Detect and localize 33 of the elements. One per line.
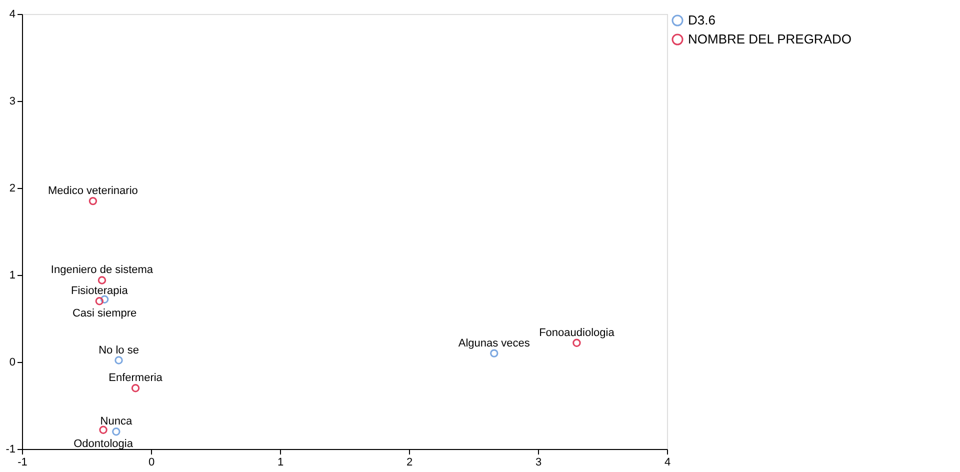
x-tick-label: 1 [277, 456, 284, 468]
annotation: Fonoaudiologia [539, 326, 616, 339]
point [131, 384, 140, 392]
x-tick-label: 3 [535, 456, 542, 468]
x-tick-label: 2 [406, 456, 413, 468]
annotation: Nunca [100, 416, 133, 428]
y-tick-label: 3 [9, 96, 16, 108]
y-tick-label: -1 [6, 444, 16, 456]
annotation: Enfermeria [108, 372, 164, 384]
annotation: Medico veterinario [48, 185, 138, 198]
point [490, 349, 498, 358]
point [114, 356, 123, 364]
annotation: Fisioterapia [70, 285, 129, 298]
y-tick-label: 4 [9, 8, 16, 20]
point [112, 428, 120, 436]
point [88, 196, 98, 206]
annotation: Odontologia [74, 438, 134, 450]
legend-label: D3.6 [688, 12, 716, 28]
point [572, 338, 581, 347]
y-tick-label: 0 [9, 356, 16, 368]
legend-label: NOMBRE DEL PREGRADO [688, 32, 852, 46]
point [99, 426, 108, 434]
annotation: No lo se [98, 344, 139, 356]
point [98, 276, 106, 284]
x-tick-label: 0 [148, 456, 155, 468]
annotation: Algunas veces [458, 337, 530, 350]
annotation: Ingeniero de sistema [50, 264, 154, 276]
y-tick-label: 2 [9, 182, 16, 194]
x-tick-label: -1 [18, 456, 28, 468]
point [95, 297, 104, 306]
y-tick-label: 1 [9, 270, 16, 282]
x-tick-label: 4 [664, 456, 671, 468]
annotation: Casi siempre [72, 307, 137, 320]
